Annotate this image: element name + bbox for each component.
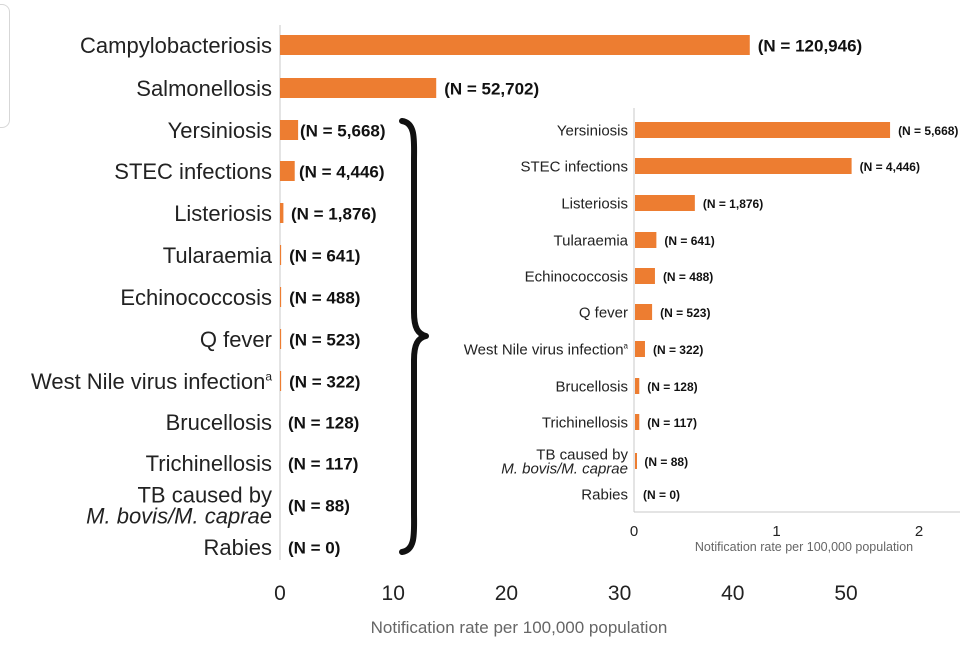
- inset-data-label: (N = 128): [647, 380, 697, 394]
- inset-data-label: (N = 641): [664, 234, 714, 248]
- main-data-label: (N = 523): [289, 331, 360, 350]
- inset-data-label: (N = 523): [660, 306, 710, 320]
- main-category-label: Trichinellosis: [146, 451, 272, 476]
- main-x-axis-title: Notification rate per 100,000 population: [371, 618, 668, 637]
- main-bar: [280, 245, 282, 265]
- inset-bar: [635, 232, 657, 248]
- inset-category-label: Q fever: [579, 304, 628, 321]
- inset-data-label: (N = 4,446): [860, 160, 920, 174]
- main-bar: [280, 287, 282, 307]
- inset-category-label: Brucellosis: [555, 378, 628, 395]
- main-category-label: STEC infections: [114, 159, 272, 184]
- inset-bar: [635, 341, 645, 357]
- inset-data-label: (N = 117): [647, 416, 697, 430]
- inset-category-label: Trichinellosis: [542, 414, 628, 431]
- main-category-label: Tularaemia: [163, 243, 273, 268]
- main-data-label: (N = 1,876): [291, 205, 377, 224]
- inset-bar: [635, 378, 640, 394]
- main-category-label: Campylobacteriosis: [80, 33, 272, 58]
- main-category-label: Salmonellosis: [136, 76, 272, 101]
- inset-category-label: TB caused by M. bovis/M. caprae: [501, 446, 628, 477]
- main-bar: [280, 371, 282, 391]
- main-data-label: (N = 52,702): [444, 80, 539, 99]
- main-bar: [280, 78, 437, 98]
- main-category-label: Rabies: [204, 535, 272, 560]
- inset-data-label: (N = 0): [643, 488, 680, 502]
- inset-x-tick-label: 2: [915, 523, 923, 540]
- main-x-tick-label: 40: [721, 582, 744, 605]
- main-category-label: Brucellosis: [166, 410, 272, 435]
- inset-bar: [635, 122, 891, 138]
- main-x-tick-label: 50: [834, 582, 857, 605]
- main-data-label: (N = 117): [288, 455, 358, 474]
- inset-category-label: STEC infections: [520, 158, 628, 175]
- inset-data-label: (N = 488): [663, 270, 713, 284]
- main-x-tick-label: 10: [382, 582, 405, 605]
- main-data-label: (N = 128): [288, 414, 359, 433]
- inset-bar: [635, 268, 655, 284]
- main-data-label: (N = 4,446): [299, 163, 385, 182]
- main-bar: [280, 329, 282, 349]
- inset-category-label: West Nile virus infectiona: [464, 341, 629, 358]
- inset-data-label: (N = 322): [653, 343, 703, 357]
- main-bar: [280, 35, 750, 55]
- main-category-label: Echinococcosis: [120, 285, 272, 310]
- main-bar: [280, 203, 284, 223]
- inset-category-label: Listeriosis: [561, 195, 628, 212]
- main-category-label: Listeriosis: [174, 201, 272, 226]
- main-x-tick-label: 20: [495, 582, 518, 605]
- curly-brace: [399, 118, 429, 555]
- main-data-label: (N = 488): [289, 289, 360, 308]
- main-data-label: (N = 322): [289, 373, 360, 392]
- main-data-label: (N = 0): [288, 539, 340, 558]
- main-category-label: West Nile virus infectiona: [31, 369, 272, 394]
- main-data-label: (N = 88): [288, 497, 350, 516]
- inset-bar: [635, 195, 695, 211]
- main-x-tick-label: 0: [274, 582, 286, 605]
- inset-bar: [635, 304, 653, 320]
- inset-bar: [635, 414, 640, 430]
- main-category-label: Yersiniosis: [168, 118, 272, 143]
- inset-x-tick-label: 0: [630, 523, 638, 540]
- inset-data-label: (N = 1,876): [703, 197, 763, 211]
- main-bar: [280, 120, 299, 140]
- inset-x-axis-title: Notification rate per 100,000 population: [695, 540, 913, 554]
- main-data-label: (N = 5,668): [300, 122, 386, 141]
- inset-category-label: Rabies: [581, 486, 628, 503]
- main-x-tick-label: 30: [608, 582, 631, 605]
- main-category-label: TB caused by M. bovis/M. caprae: [86, 482, 272, 528]
- main-bar: [280, 161, 295, 181]
- inset-data-label: (N = 88): [644, 455, 688, 469]
- inset-data-label: (N = 5,668): [898, 124, 958, 138]
- inset-category-label: Echinococcosis: [525, 268, 628, 285]
- main-data-label: (N = 120,946): [758, 37, 862, 56]
- inset-category-label: Tularaemia: [554, 232, 629, 249]
- inset-bar: [635, 158, 852, 174]
- main-data-label: (N = 641): [289, 247, 360, 266]
- inset-bar: [635, 453, 637, 469]
- inset-x-tick-label: 1: [772, 523, 780, 540]
- main-category-label: Q fever: [200, 327, 272, 352]
- inset-category-label: Yersiniosis: [557, 122, 628, 139]
